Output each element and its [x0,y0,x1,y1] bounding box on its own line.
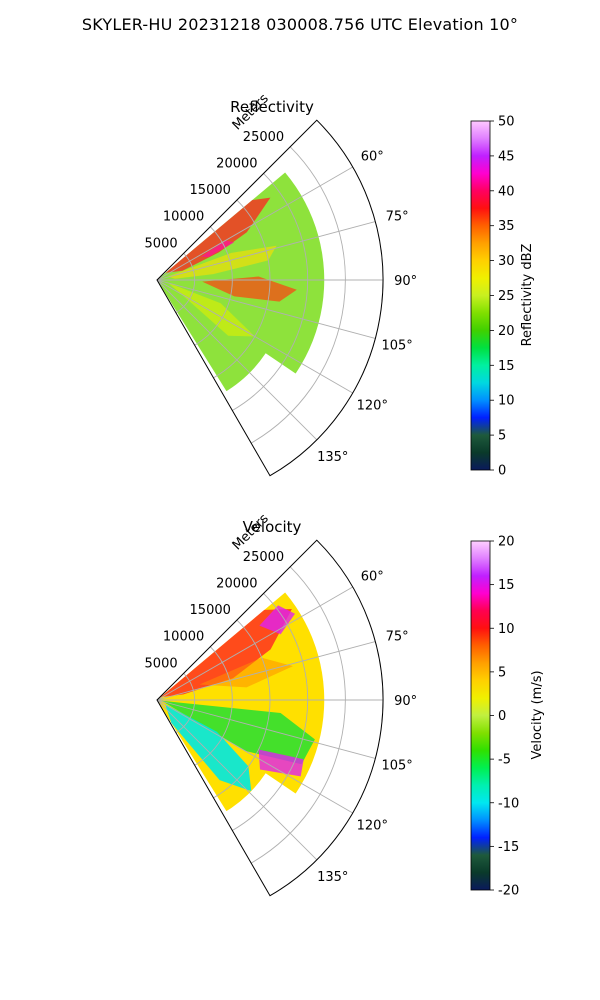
colorbar-tick-label: 35 [498,219,515,234]
velocity-folded-region [259,605,295,635]
colorbar-tick-label: 20 [498,324,515,339]
velocity-data-field [157,592,325,853]
range-tick-label: 25000 [243,550,284,565]
colorbar-tick-label: -20 [498,884,519,899]
range-tick-label: 20000 [216,156,257,171]
reflectivity-nodata-wedge [222,353,304,433]
azimuth-line [156,166,353,281]
azimuth-line [156,586,353,701]
azimuth-tick-label: 105° [381,758,412,773]
colorbar-tick-label: 25 [498,289,515,304]
colorbar-tick-label: 10 [498,622,515,637]
colorbar-tick-label: 20 [498,535,515,550]
colorbar-tick-label: 5 [498,429,506,444]
colorbar-tick-label: 15 [498,578,515,593]
range-ring [194,646,233,766]
azimuth-line [156,641,376,701]
velocity-panel: Velocity 5000 10000 15000 20000 25000 60° 75°… [145,511,417,897]
colorbar-tick-label: -5 [498,753,511,768]
azimuth-line [156,699,318,861]
range-ring [250,146,346,444]
reflectivity-colorbar-gradient [470,120,491,471]
azimuth-tick-label: 90° [394,274,417,289]
range-ring [175,673,196,734]
azimuth-tick-label: 60° [361,150,384,165]
reflectivity-panel: Reflectivity 5000 10000 15000 20000 25000 60… [145,91,417,477]
azimuth-line [156,699,353,814]
colorbar-tick-label: 30 [498,254,515,269]
reflectivity-core-south [168,282,255,337]
azimuth-tick-label: 120° [357,818,388,833]
azimuth-line [156,221,376,281]
range-tick-label: 5000 [145,656,178,671]
reflectivity-frame [156,119,384,477]
colorbar-tick-label: 5 [498,665,506,680]
velocity-azimuth-labels: 60° 75° 90° 105° 120° 135° [317,570,417,885]
range-ring [213,199,271,379]
azimuth-tick-label: 90° [394,694,417,709]
velocity-inbound-green [161,700,315,765]
colorbar-tick-label: 15 [498,359,515,374]
velocity-colorbar: -20 -15 -10 -5 0 5 10 15 20 Velocity (m/s) [470,535,545,899]
range-ring [175,253,196,314]
velocity-inbound-cyan [165,704,252,792]
velocity-colorbar-ticks: -20 -15 -10 -5 0 5 10 15 20 [490,535,519,899]
range-tick-label: 5000 [145,236,178,251]
azimuth-tick-label: 60° [361,570,384,585]
velocity-nodata-wedge [222,773,304,853]
reflectivity-sector-fill [157,172,325,422]
azimuth-line [156,699,376,759]
azimuth-tick-label: 135° [317,450,348,465]
colorbar-tick-label: 10 [498,394,515,409]
reflectivity-colorbar: 0 5 10 15 20 25 30 35 40 45 50 Reflectivity dBZ [470,115,535,479]
range-tick-label: 15000 [190,183,231,198]
colorbar-tick-label: -15 [498,840,519,855]
figure-title: SKYLER-HU 20231218 030008.756 UTC Elevat… [81,15,519,34]
azimuth-tick-label: 105° [381,338,412,353]
colorbar-tick-label: -10 [498,796,519,811]
colorbar-tick-label: 0 [498,709,506,724]
azimuth-tick-label: 135° [317,870,348,885]
range-ring [213,619,271,799]
range-tick-label: 25000 [243,130,284,145]
colorbar-tick-label: 50 [498,115,515,130]
azimuth-line [156,279,353,394]
velocity-title: Velocity [243,518,302,536]
range-ring [194,226,233,346]
colorbar-tick-label: 0 [498,464,506,479]
range-ring [250,566,346,864]
range-tick-label: 15000 [190,603,231,618]
velocity-grid [156,566,383,864]
reflectivity-azimuth-labels: 60° 75° 90° 105° 120° 135° [317,150,417,465]
reflectivity-colorbar-ticks: 0 5 10 15 20 25 30 35 40 45 50 [490,115,515,479]
reflectivity-grid [156,146,383,444]
range-tick-label: 20000 [216,576,257,591]
azimuth-line [156,279,376,339]
azimuth-line [156,279,318,441]
reflectivity-colorbar-label: Reflectivity dBZ [520,244,535,347]
azimuth-tick-label: 75° [386,630,409,645]
reflectivity-core-mid [202,276,297,302]
reflectivity-title: Reflectivity [230,98,314,116]
azimuth-tick-label: 120° [357,398,388,413]
velocity-outbound-region [160,609,292,698]
reflectivity-high-echo [200,240,235,257]
velocity-folded-region-south [258,749,304,777]
velocity-colorbar-label: Velocity (m/s) [530,670,545,759]
azimuth-tick-label: 75° [386,210,409,225]
reflectivity-range-labels: 5000 10000 15000 20000 25000 [145,130,285,252]
colorbar-tick-label: 45 [498,149,515,164]
velocity-frame [156,539,384,897]
velocity-outbound-mid [199,657,293,688]
range-tick-label: 10000 [163,210,204,225]
velocity-range-labels: 5000 10000 15000 20000 25000 [145,550,285,672]
range-tick-label: 10000 [163,630,204,645]
colorbar-tick-label: 40 [498,184,515,199]
velocity-colorbar-gradient [470,540,491,891]
